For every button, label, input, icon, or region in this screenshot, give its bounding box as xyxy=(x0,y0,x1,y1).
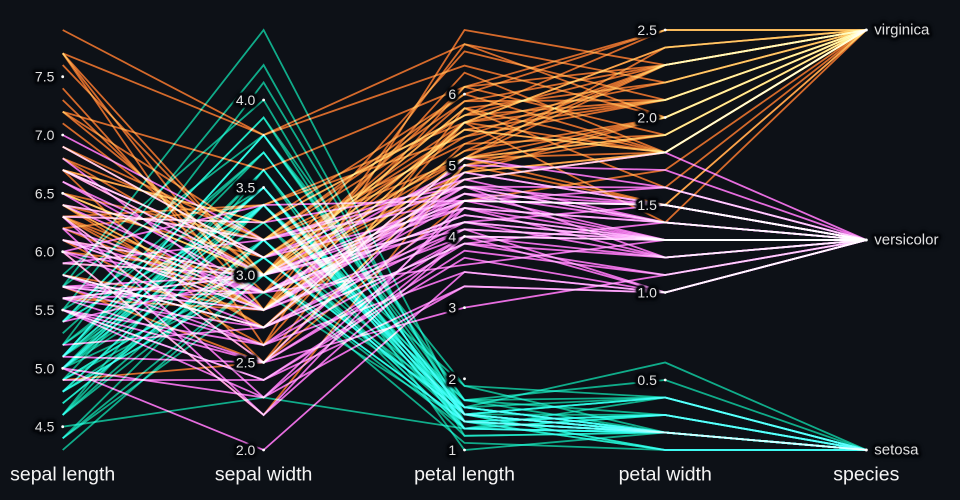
svg-text:1.0: 1.0 xyxy=(637,285,657,301)
svg-text:setosa: setosa xyxy=(874,442,919,459)
svg-text:2.5: 2.5 xyxy=(236,355,256,371)
svg-text:2.0: 2.0 xyxy=(637,110,657,126)
svg-text:0.5: 0.5 xyxy=(637,372,657,388)
svg-text:sepal length: sepal length xyxy=(10,464,115,486)
svg-text:1: 1 xyxy=(448,442,456,458)
svg-text:petal length: petal length xyxy=(414,464,515,486)
svg-text:4: 4 xyxy=(448,228,456,244)
svg-text:7.0: 7.0 xyxy=(35,127,55,143)
svg-text:6.0: 6.0 xyxy=(35,244,55,260)
svg-text:species: species xyxy=(833,464,899,486)
svg-text:4.5: 4.5 xyxy=(35,419,55,435)
svg-text:7.5: 7.5 xyxy=(35,69,55,85)
svg-text:2.5: 2.5 xyxy=(637,22,657,38)
svg-text:5: 5 xyxy=(448,157,456,173)
svg-text:2.0: 2.0 xyxy=(236,442,256,458)
svg-text:petal width: petal width xyxy=(619,464,712,486)
svg-text:6.5: 6.5 xyxy=(35,185,55,201)
svg-text:5.0: 5.0 xyxy=(35,360,55,376)
svg-text:3.5: 3.5 xyxy=(236,180,256,196)
svg-text:5.5: 5.5 xyxy=(35,302,55,318)
svg-text:3: 3 xyxy=(448,300,456,316)
svg-text:4.0: 4.0 xyxy=(236,92,256,108)
svg-text:6: 6 xyxy=(448,86,456,102)
svg-text:1.5: 1.5 xyxy=(637,197,657,213)
svg-text:virginica: virginica xyxy=(874,22,930,39)
svg-text:versicolor: versicolor xyxy=(874,232,938,249)
svg-text:2: 2 xyxy=(448,371,456,387)
svg-text:3.0: 3.0 xyxy=(236,267,256,283)
svg-text:sepal width: sepal width xyxy=(215,464,313,486)
